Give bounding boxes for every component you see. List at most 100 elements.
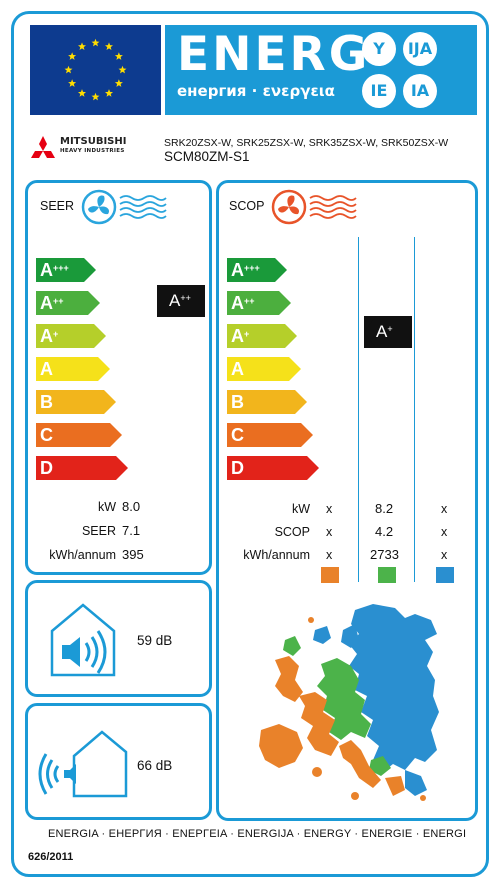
- indoor-unit-speaker-icon: [50, 603, 116, 677]
- seer-panel: SEER: [25, 180, 212, 575]
- eu-star-icon: [91, 92, 100, 101]
- eu-star-icon: [118, 65, 127, 74]
- scop-scale-plus: ++: [244, 296, 255, 306]
- seer-scale-letter: A: [40, 260, 53, 280]
- seer-rating-plus: ++: [180, 293, 191, 303]
- seer-rating-marker: A++: [157, 285, 205, 317]
- scop-rating-letter: A: [376, 322, 388, 341]
- seer-seer-value: 7.1: [122, 523, 141, 538]
- scop-scale-plus: +++: [244, 263, 260, 273]
- outdoor-noise-unit: dB: [155, 758, 173, 773]
- scop-scop-average: 4.2: [375, 524, 394, 539]
- regulation-number: 626/2011: [28, 851, 74, 863]
- scop-annual-average: 2733: [370, 547, 399, 562]
- seer-scale-letter: C: [40, 425, 53, 445]
- warm-air-waves-icon: [309, 195, 357, 219]
- outdoor-noise-value: 66: [137, 758, 153, 773]
- scop-kw-warm: x: [326, 502, 333, 516]
- scop-rating-plus: +: [387, 324, 393, 334]
- seer-scale-bar: B: [36, 390, 116, 414]
- indoor-noise-unit: dB: [155, 633, 173, 648]
- seer-rating-letter: A: [169, 291, 181, 310]
- model-outdoor: SCM80ZM-S1: [164, 149, 250, 164]
- scop-scale-bar: A: [227, 357, 301, 381]
- seer-scale-bar: A: [36, 357, 110, 381]
- eu-star-icon: [68, 52, 77, 60]
- seer-seer-label: SEER: [81, 524, 116, 538]
- seer-annual-label: kWh/annum: [49, 548, 116, 562]
- average-zone-swatch: [378, 567, 396, 583]
- scop-scop-label: SCOP: [274, 525, 310, 539]
- seer-scale-letter: A: [40, 359, 53, 379]
- scop-scale-letter: A: [231, 326, 244, 346]
- scop-scale-letter: A: [231, 359, 244, 379]
- seer-scale-bar: C: [36, 423, 122, 447]
- scop-annual-cold: x: [441, 548, 448, 562]
- europe-climate-zone-map: [259, 604, 439, 801]
- seer-scale-plus: ++: [53, 296, 64, 306]
- scop-title: SCOP: [229, 199, 265, 213]
- eu-star-icon: [114, 52, 123, 60]
- seer-scale-letter: A: [40, 293, 53, 313]
- seer-scale-letter: B: [40, 392, 53, 412]
- mitsubishi-diamonds-icon: [31, 136, 55, 158]
- seer-scale-bar: A++: [36, 291, 100, 315]
- eu-star-icon: [78, 89, 86, 97]
- scop-scale-letter: B: [231, 392, 244, 412]
- seer-annual-value: 395: [122, 547, 144, 562]
- eu-star-icon: [105, 42, 113, 51]
- eu-star-icon: [68, 79, 77, 87]
- brand-subname: HEAVY INDUSTRIES: [60, 148, 125, 154]
- scop-scale-letter: A: [231, 260, 244, 280]
- eu-star-icon: [78, 42, 86, 51]
- scop-scop-cold: x: [441, 525, 448, 539]
- outdoor-noise-panel: 66 dB: [25, 703, 212, 820]
- energy-subtitle: енергия · ενεργεια: [177, 82, 335, 100]
- seer-scale-bar: A+++: [36, 258, 96, 282]
- scop-scale-bar: D: [227, 456, 319, 480]
- lang-badge: IJA: [403, 32, 437, 66]
- seer-scale-plus: +++: [53, 263, 69, 273]
- eu-star-icon: [64, 65, 73, 74]
- eu-star-icon: [114, 79, 123, 87]
- scop-scale-letter: D: [231, 458, 244, 478]
- scop-annual-warm: x: [326, 548, 333, 562]
- eu-flag: [30, 25, 161, 115]
- eu-star-icon: [91, 38, 100, 47]
- indoor-noise-value: 59: [137, 633, 153, 648]
- scop-annual-label: kWh/annum: [243, 548, 310, 562]
- seer-title: SEER: [40, 199, 75, 213]
- seer-scale-bar: A+: [36, 324, 106, 348]
- scop-scale-bar: A++: [227, 291, 291, 315]
- lang-badge: IA: [403, 74, 437, 108]
- outdoor-unit-speaker-icon: [38, 730, 128, 798]
- scop-kw-average: 8.2: [375, 501, 394, 516]
- seer-kw-value: 8.0: [122, 499, 141, 514]
- warm-zone-swatch: [321, 567, 339, 583]
- lang-badge: IE: [362, 74, 396, 108]
- seer-kw-label: kW: [97, 500, 116, 514]
- scop-scale-bar: A+++: [227, 258, 287, 282]
- scop-scale-bar: C: [227, 423, 313, 447]
- footer-languages: ENERGIA · ЕНЕРГИЯ · ΕΝΕΡΓΕΙΑ · ENERGIJA …: [48, 828, 467, 840]
- scop-scale-plus: +: [244, 329, 250, 339]
- eu-star-icon: [105, 89, 113, 97]
- energy-banner: ENERG енергия · ενεργεια Y IJA IE IA: [165, 25, 477, 115]
- seer-scale-letter: D: [40, 458, 53, 478]
- indoor-noise-panel: 59 dB: [25, 580, 212, 697]
- seer-scale-letter: A: [40, 326, 53, 346]
- scop-kw-cold: x: [441, 502, 448, 516]
- cool-air-waves-icon: [119, 195, 167, 219]
- scop-scale-letter: C: [231, 425, 244, 445]
- lang-badge: Y: [362, 32, 396, 66]
- scop-scop-warm: x: [326, 525, 333, 539]
- brand-name: MITSUBISHI: [60, 136, 127, 147]
- scop-column-divider: [358, 237, 359, 582]
- indoor-noise-readout: 59 dB: [137, 633, 172, 648]
- heating-fan-icon: [271, 189, 307, 225]
- scop-scale-letter: A: [231, 293, 244, 313]
- scop-column-divider: [414, 237, 415, 582]
- energy-title: ENERG: [177, 27, 371, 82]
- scop-panel: SCOP: [216, 180, 478, 821]
- scop-rating-marker: A+: [364, 316, 412, 348]
